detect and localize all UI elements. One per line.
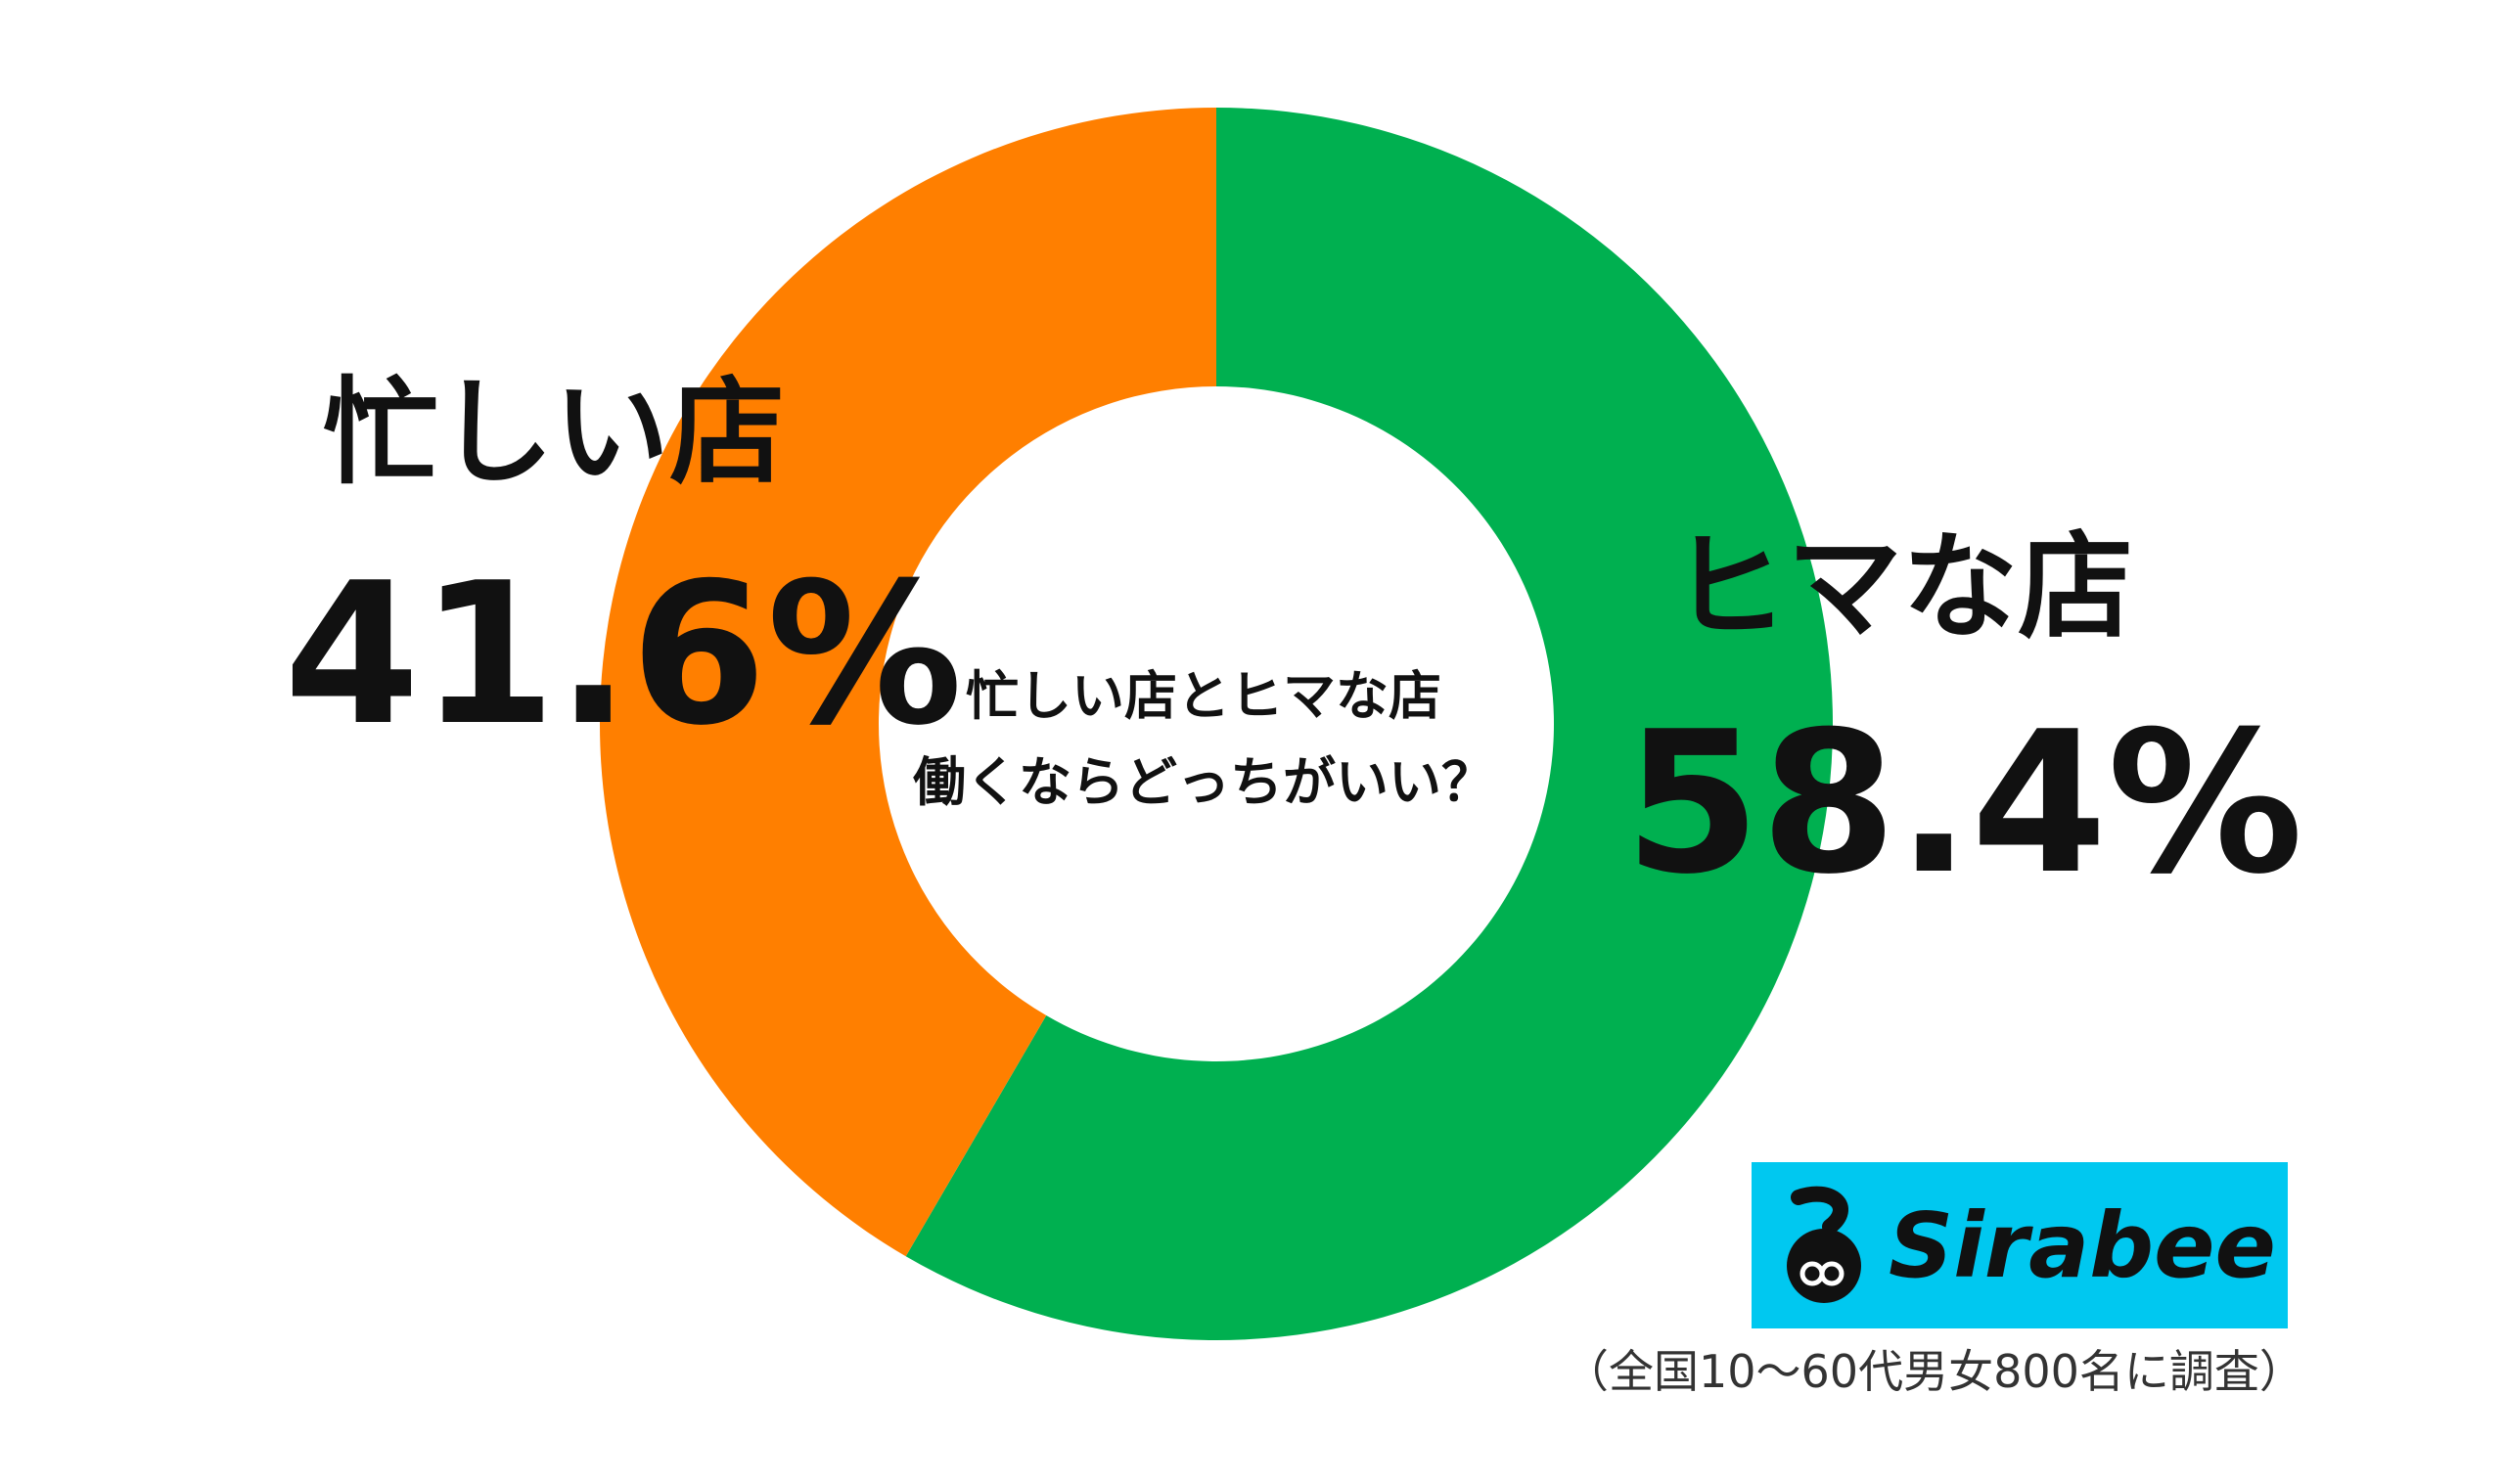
slice-label-busy-shop: 忙しい店 (323, 365, 786, 500)
chart-center-title: 忙しい店とヒマな店 働くならどっちがいい？ (842, 653, 1566, 826)
sirabee-logo: Sirabee (1752, 1162, 2288, 1328)
donut-slice-busy-shop (600, 108, 1216, 1257)
slice-value-idle-shop: 58.4% (1624, 690, 2303, 918)
sirabee-logo-mark-icon (1787, 1186, 1861, 1303)
chart-title-line-1: 忙しい店とヒマな店 (966, 665, 1441, 727)
donut-slice-idle-shop (905, 108, 1834, 1341)
slice-value-busy-shop: 41.6% (284, 541, 963, 769)
slice-label-idle-shop: ヒマな店 (1671, 519, 2134, 654)
sirabee-logo-text: Sirabee (1889, 1193, 2276, 1298)
chart-title-line-2: 働くならどっちがいい？ (913, 751, 1494, 813)
survey-note: （全国10～60代男女800名に調査） (1564, 1345, 2304, 1398)
